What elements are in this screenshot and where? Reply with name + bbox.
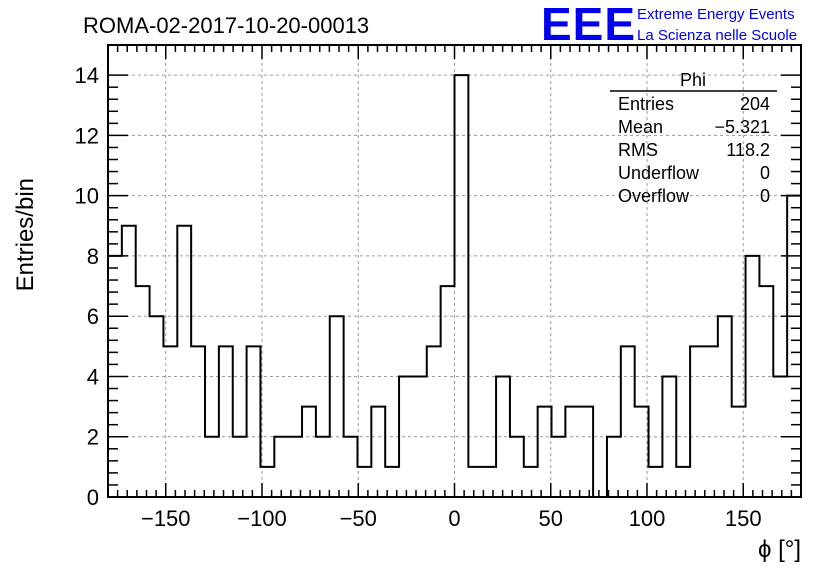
histogram-bin: [552, 437, 566, 497]
stats-value: 0: [760, 163, 770, 183]
y-axis-label: Entries/bin: [12, 178, 39, 291]
histogram-bin: [676, 467, 690, 497]
histogram-bin: [621, 346, 635, 497]
logo-line-1: Extreme Energy Events: [637, 6, 795, 23]
stats-label: Mean: [618, 117, 663, 137]
histogram-bin: [441, 286, 455, 497]
x-tick-label: 50: [539, 506, 563, 531]
stats-label: Entries: [618, 94, 674, 114]
stats-title: Phi: [680, 70, 706, 90]
histogram-bin: [482, 467, 496, 497]
chart-title: ROMA-02-2017-10-20-00013: [83, 13, 369, 38]
x-tick-label: −50: [340, 506, 377, 531]
histogram-bin: [247, 346, 261, 497]
histogram-bin: [787, 196, 801, 497]
y-tick-label: 12: [75, 123, 99, 148]
histogram-bin: [579, 407, 593, 497]
y-tick-label: 4: [87, 364, 99, 389]
histogram-bin: [371, 407, 385, 497]
histogram-bin: [455, 75, 469, 497]
y-tick-label: 0: [87, 485, 99, 510]
x-tick-label: 0: [448, 506, 460, 531]
y-tick-label: 10: [75, 184, 99, 209]
histogram-bin: [177, 226, 191, 497]
histogram-bin: [565, 407, 579, 497]
histogram-bin: [205, 437, 219, 497]
histogram-bin: [344, 437, 358, 497]
x-axis-label: ϕ [°]: [758, 536, 801, 563]
axis-ticks: [108, 45, 801, 498]
histogram-bin: [524, 467, 538, 497]
x-tick-label: −150: [141, 506, 191, 531]
logo: EEE Extreme Energy Events La Scienza nel…: [541, 0, 797, 50]
histogram-bin: [468, 467, 482, 497]
stats-rows: Entries 204 Mean −5.321 RMS 118.2 Underflow 0 Ov…: [618, 94, 770, 206]
y-tick-labels: 0 2 4 6 8 10 12 14: [75, 63, 99, 510]
histogram-bin: [357, 467, 371, 497]
x-tick-label: 150: [725, 506, 762, 531]
stats-value: 204: [740, 94, 770, 114]
histogram-bin: [150, 316, 164, 497]
histogram-bin: [759, 286, 773, 497]
histogram-bin: [510, 437, 524, 497]
x-tick-labels: −150 −100 −50 0 50 100 150: [141, 506, 762, 531]
histogram-bin: [136, 286, 150, 497]
histogram-bin: [690, 346, 704, 497]
x-tick-label: 100: [629, 506, 666, 531]
stats-value: 0: [760, 186, 770, 206]
histogram-bin: [191, 346, 205, 497]
histogram-bin: [302, 407, 316, 497]
grid-lines: [108, 45, 801, 497]
histogram-bin: [288, 437, 302, 497]
histogram-bin: [427, 346, 441, 497]
logo-line-2: La Scienza nelle Scuole: [637, 27, 797, 44]
y-tick-label: 8: [87, 244, 99, 269]
logo-mark: EEE: [541, 0, 636, 50]
histogram-bin: [649, 467, 663, 497]
histogram-bin: [316, 437, 330, 497]
y-tick-label: 14: [75, 63, 99, 88]
y-tick-label: 2: [87, 425, 99, 450]
histogram-bins: [107, 74, 802, 498]
stats-value: 118.2: [726, 140, 770, 160]
histogram-bin: [704, 346, 718, 497]
histogram-outline: [107, 74, 802, 498]
y-tick-label: 6: [87, 304, 99, 329]
histogram-bin: [233, 437, 247, 497]
histogram-bin: [538, 407, 552, 497]
histogram-bin: [163, 346, 177, 497]
stats-label: Underflow: [618, 163, 700, 183]
histogram-bin: [607, 437, 621, 497]
stats-box: Phi Entries 204 Mean −5.321 RMS 118.2 Underflo…: [610, 70, 777, 206]
histogram-bin: [330, 316, 344, 497]
histogram-bin: [718, 316, 732, 497]
histogram-bin: [219, 346, 233, 497]
histogram-bin: [274, 437, 288, 497]
stats-label: Overflow: [618, 186, 690, 206]
stats-value: −5.321: [714, 117, 770, 137]
x-tick-label: −100: [237, 506, 287, 531]
stats-label: RMS: [618, 140, 658, 160]
histogram-bin: [122, 226, 136, 497]
